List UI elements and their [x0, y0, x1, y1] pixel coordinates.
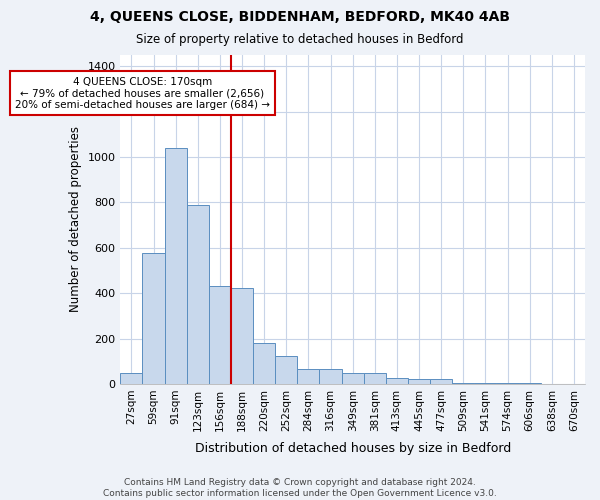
- Bar: [298, 369, 319, 384]
- Text: 4, QUEENS CLOSE, BIDDENHAM, BEDFORD, MK40 4AB: 4, QUEENS CLOSE, BIDDENHAM, BEDFORD, MK4…: [90, 10, 510, 24]
- Text: Size of property relative to detached houses in Bedford: Size of property relative to detached ho…: [136, 32, 464, 46]
- Bar: [253, 343, 275, 384]
- Bar: [319, 369, 341, 384]
- Bar: [164, 148, 187, 384]
- Bar: [364, 372, 386, 384]
- Y-axis label: Number of detached properties: Number of detached properties: [69, 126, 82, 312]
- Bar: [408, 379, 430, 384]
- Bar: [275, 356, 298, 384]
- Bar: [386, 378, 408, 384]
- Text: 4 QUEENS CLOSE: 170sqm
← 79% of detached houses are smaller (2,656)
20% of semi-: 4 QUEENS CLOSE: 170sqm ← 79% of detached…: [15, 76, 270, 110]
- Bar: [452, 383, 475, 384]
- Text: Contains HM Land Registry data © Crown copyright and database right 2024.
Contai: Contains HM Land Registry data © Crown c…: [103, 478, 497, 498]
- Bar: [209, 286, 231, 384]
- Bar: [430, 380, 452, 384]
- Bar: [496, 383, 518, 384]
- Bar: [142, 253, 164, 384]
- Bar: [121, 372, 142, 384]
- Bar: [231, 288, 253, 384]
- X-axis label: Distribution of detached houses by size in Bedford: Distribution of detached houses by size …: [194, 442, 511, 455]
- Bar: [187, 204, 209, 384]
- Bar: [341, 372, 364, 384]
- Bar: [475, 383, 496, 384]
